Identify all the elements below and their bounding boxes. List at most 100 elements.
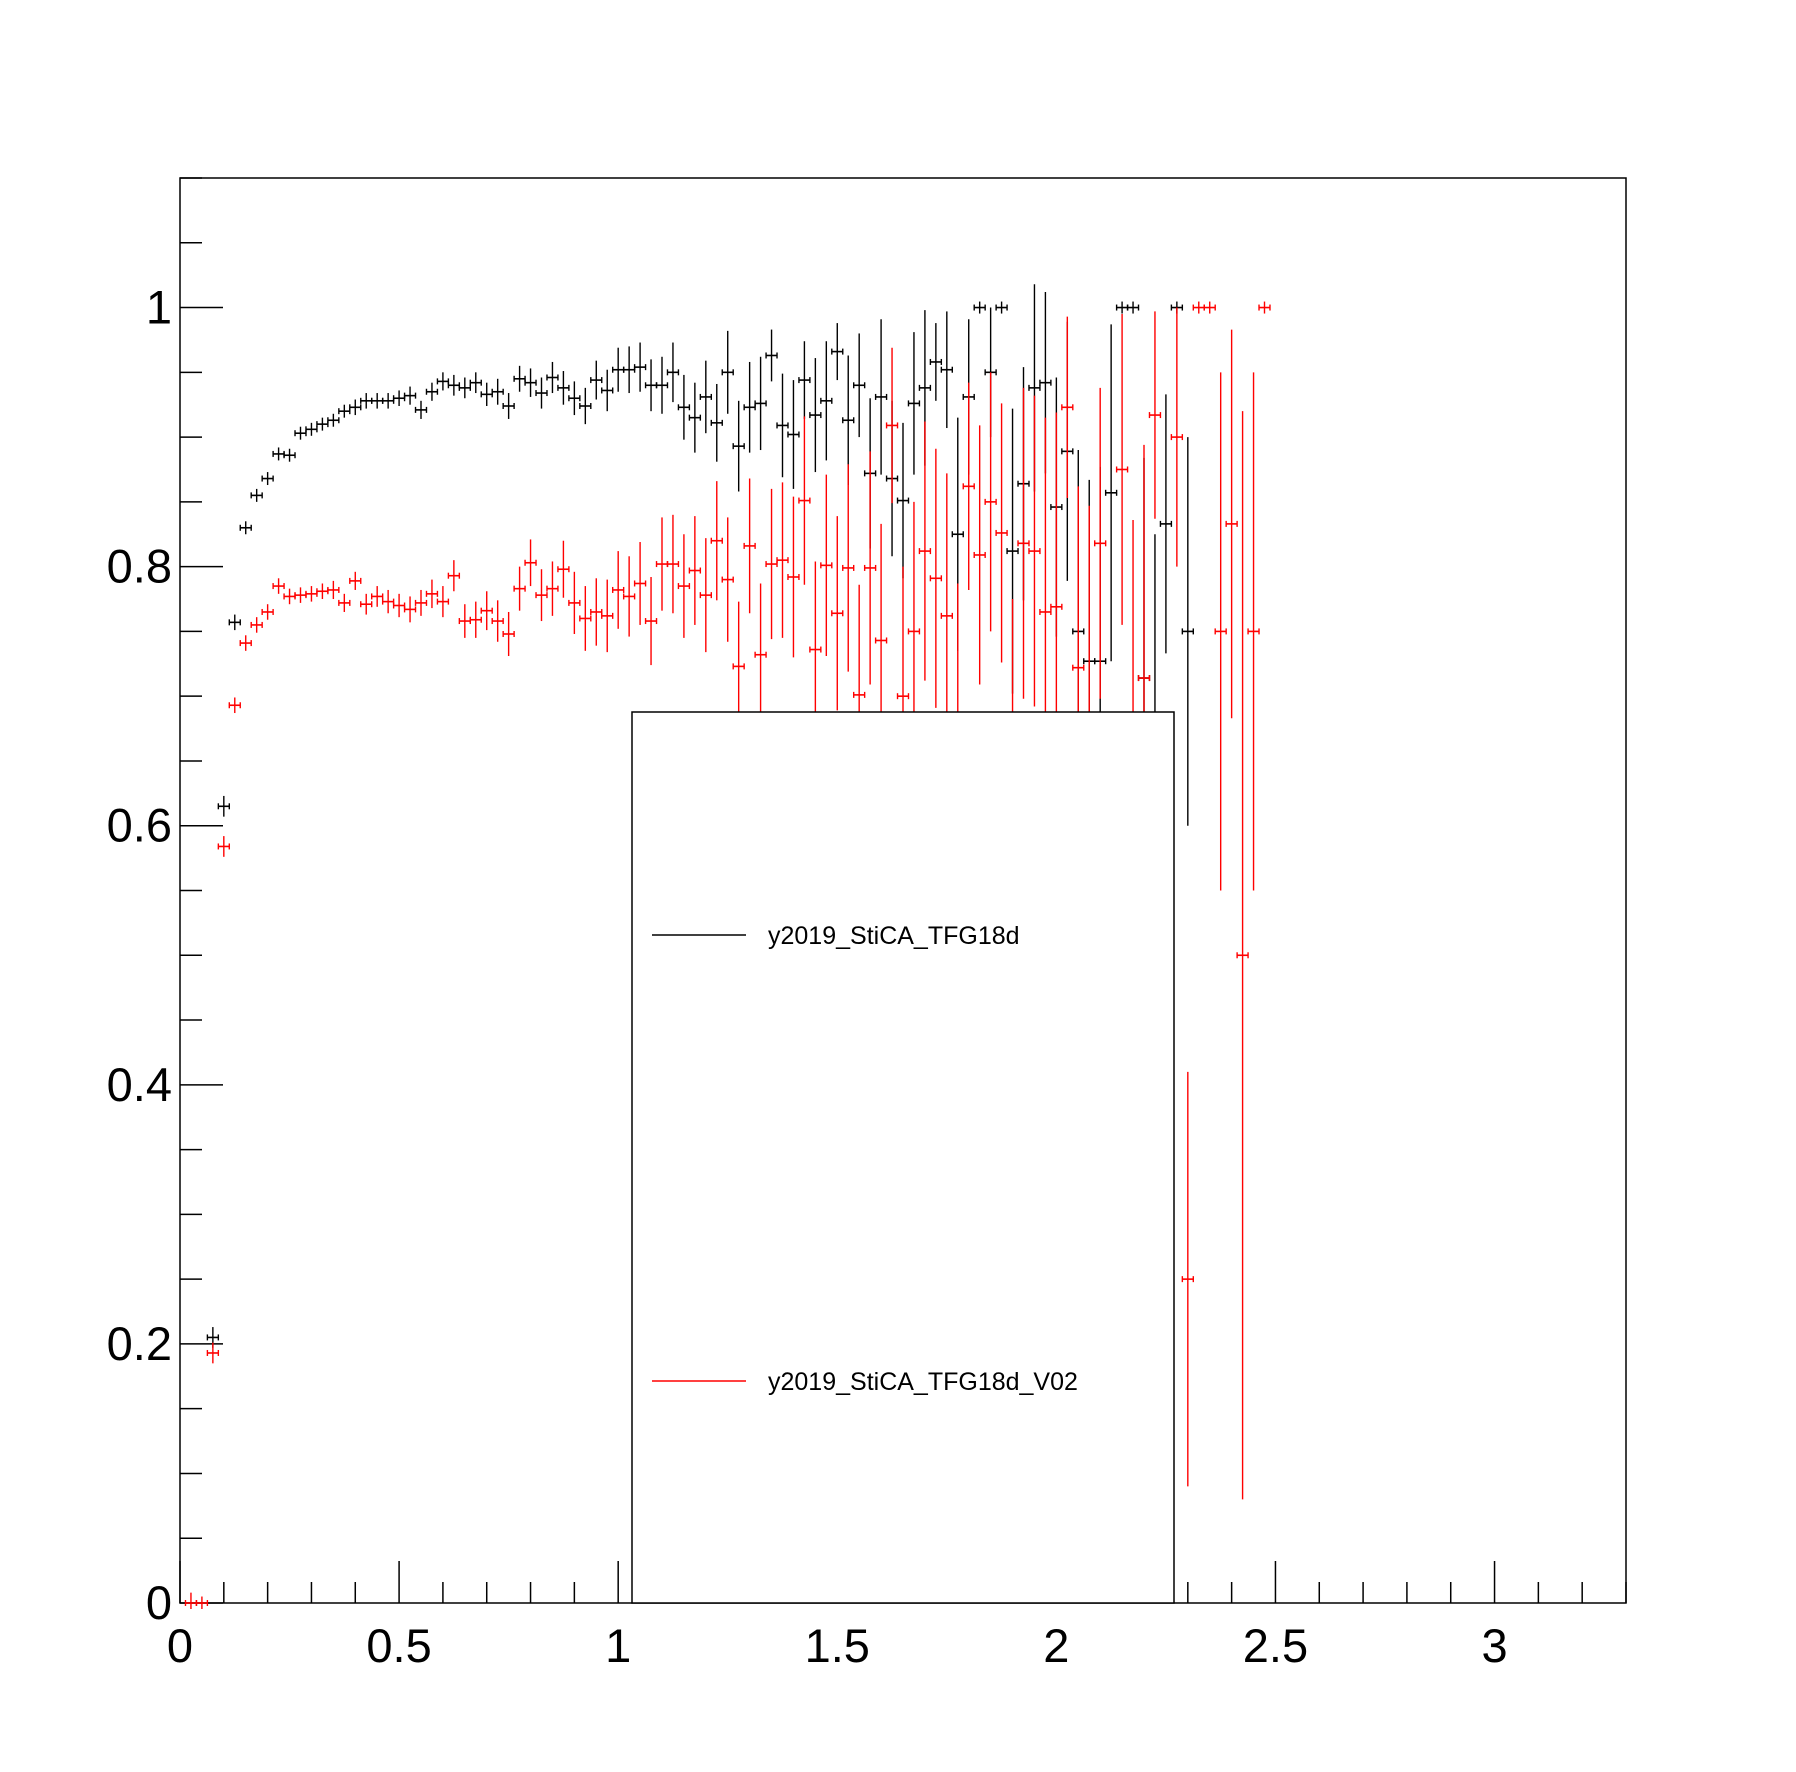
data-point <box>973 425 986 685</box>
y-tick-label: 0.8 <box>107 540 172 593</box>
data-point <box>863 451 877 685</box>
legend-box <box>631 711 1175 1604</box>
data-point <box>853 333 866 438</box>
data-point <box>601 579 614 653</box>
data-point <box>842 355 855 486</box>
x-tick-label: 2.5 <box>1243 1619 1308 1672</box>
data-point <box>513 365 526 392</box>
data-point <box>327 580 340 600</box>
data-point <box>677 534 691 638</box>
data-point <box>1247 372 1260 891</box>
data-point <box>1061 316 1074 498</box>
data-point <box>458 604 471 638</box>
data-point <box>765 329 778 382</box>
data-point <box>425 382 439 401</box>
data-point <box>721 517 734 642</box>
data-point <box>973 301 986 314</box>
data-point <box>469 372 482 394</box>
data-point <box>842 464 855 672</box>
data-point <box>524 539 537 587</box>
data-point <box>590 360 603 400</box>
data-point <box>1159 394 1173 654</box>
data-point <box>305 422 318 436</box>
data-point <box>491 600 504 642</box>
data-point <box>710 481 723 601</box>
data-point <box>338 404 351 418</box>
data-point <box>392 390 406 406</box>
data-point <box>513 566 526 611</box>
y-tick-label: 0.2 <box>107 1317 172 1370</box>
data-point <box>447 560 461 592</box>
data-point <box>305 586 318 602</box>
data-point <box>732 601 745 732</box>
data-point <box>896 422 910 579</box>
data-point <box>666 514 680 614</box>
data-point <box>480 382 493 406</box>
data-point <box>622 346 636 394</box>
data-point <box>1236 411 1249 1500</box>
data-point <box>425 579 439 609</box>
data-point <box>688 516 702 625</box>
data-point <box>195 1596 209 1609</box>
data-point <box>272 447 285 461</box>
data-point <box>1094 387 1107 699</box>
data-point <box>283 448 296 462</box>
data-point <box>831 516 844 711</box>
x-tick-label: 0 <box>167 1619 193 1672</box>
data-point <box>984 372 997 632</box>
data-point <box>436 372 450 391</box>
data-point <box>316 417 329 431</box>
data-point <box>820 474 833 657</box>
data-point <box>294 426 307 440</box>
y-tick-label: 0 <box>146 1576 172 1629</box>
data-point <box>809 561 822 738</box>
data-point <box>294 587 307 603</box>
data-point <box>1115 301 1129 314</box>
data-point <box>403 596 417 623</box>
x-tick-label: 0.5 <box>366 1619 431 1672</box>
data-point <box>743 478 756 614</box>
data-point <box>458 377 471 399</box>
data-point <box>590 578 603 646</box>
data-point <box>754 583 767 726</box>
data-point <box>1170 307 1184 567</box>
data-point <box>1115 314 1129 625</box>
data-point <box>885 347 899 504</box>
data-point <box>261 604 274 620</box>
x-tick-label: 3 <box>1481 1619 1507 1672</box>
data-point <box>612 347 625 392</box>
data-point <box>776 373 789 478</box>
data-point <box>874 319 888 475</box>
data-point <box>371 393 384 409</box>
legend: y2019_StiCA_TFG18d y2019_StiCA_TFG18d_V0… <box>631 711 1175 1604</box>
data-point <box>1181 1071 1194 1487</box>
data-point <box>710 383 723 462</box>
data-point <box>1126 301 1140 314</box>
data-point <box>907 332 921 475</box>
data-point <box>765 488 778 640</box>
data-point <box>469 601 482 638</box>
data-point <box>787 380 800 489</box>
data-point <box>1148 311 1162 519</box>
data-point <box>250 617 263 633</box>
data-point <box>787 496 800 658</box>
data-point <box>1104 324 1118 662</box>
data-point <box>535 377 548 409</box>
data-point <box>261 472 274 486</box>
x-tick-label: 1 <box>605 1619 631 1672</box>
data-point <box>754 356 767 451</box>
data-point <box>1181 437 1194 826</box>
data-point <box>272 578 285 594</box>
data-point <box>283 588 296 605</box>
data-point <box>436 586 450 618</box>
data-point <box>798 416 811 585</box>
data-point <box>1192 301 1205 314</box>
data-point <box>644 359 658 412</box>
legend-label-red: y2019_StiCA_TFG18d_V02 <box>768 1368 1078 1396</box>
data-point <box>217 836 230 857</box>
data-point <box>371 586 384 607</box>
y-tick-label: 1 <box>146 281 172 334</box>
data-point <box>1225 329 1238 719</box>
data-point <box>995 301 1008 314</box>
